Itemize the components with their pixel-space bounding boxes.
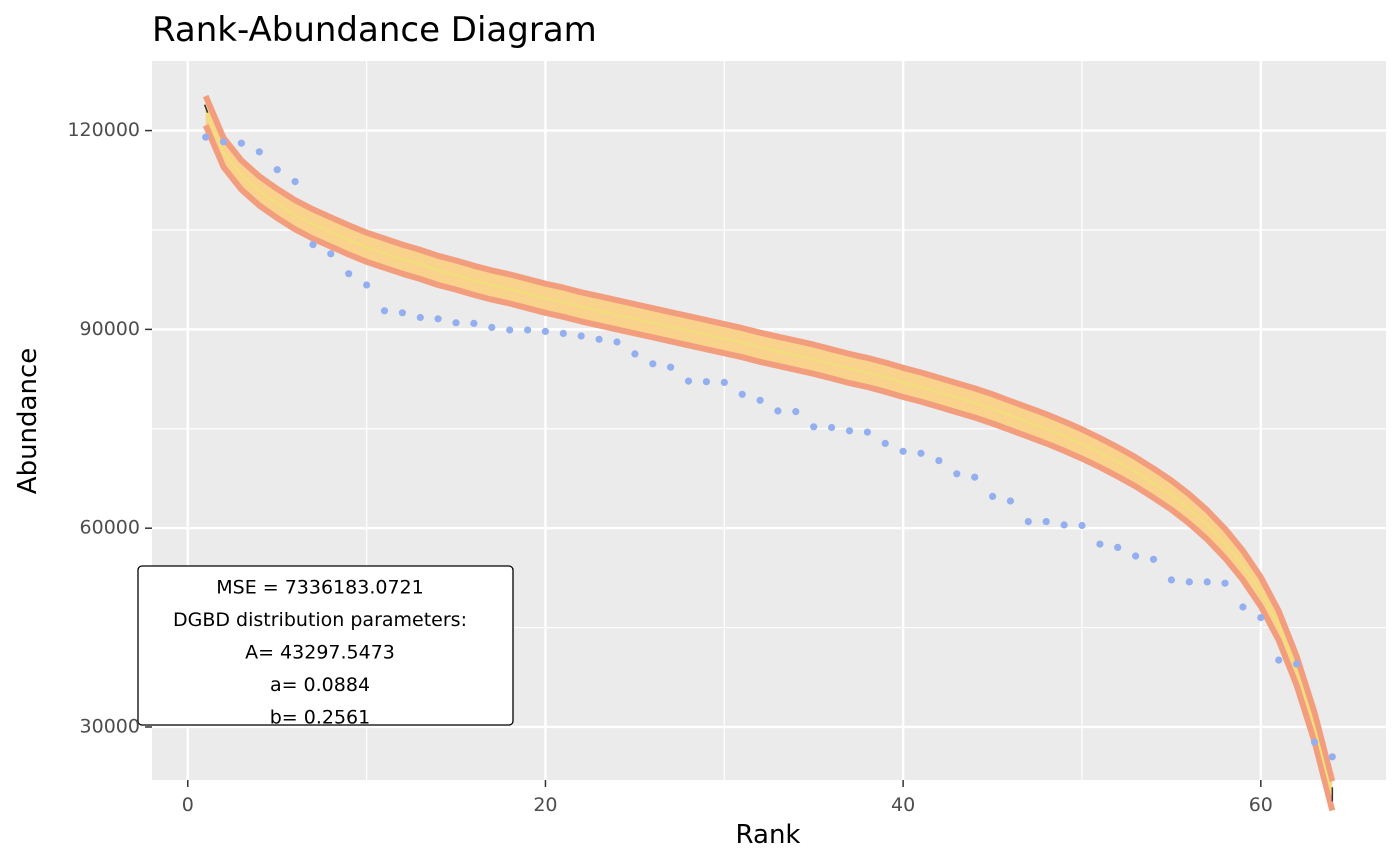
data-point bbox=[1006, 497, 1015, 505]
data-point bbox=[1132, 552, 1140, 560]
observed-points bbox=[202, 133, 1336, 761]
annotation-box bbox=[137, 565, 514, 726]
data-point bbox=[1221, 579, 1229, 587]
data-point bbox=[255, 148, 263, 156]
data-point bbox=[524, 326, 532, 334]
annotation-line: MSE = 7336183.0721 bbox=[216, 577, 423, 599]
data-point bbox=[720, 378, 728, 386]
x-tick-label: 40 bbox=[891, 794, 915, 816]
x-tick-label: 20 bbox=[533, 794, 557, 816]
data-point bbox=[577, 332, 585, 340]
fit-line bbox=[204, 110, 1334, 797]
annotation-line: DGBD distribution parameters: bbox=[173, 609, 467, 631]
data-point bbox=[434, 315, 442, 323]
data-point bbox=[1167, 576, 1175, 584]
y-axis-title: Abundance bbox=[13, 348, 43, 494]
data-point bbox=[702, 378, 711, 386]
data-point bbox=[738, 390, 746, 398]
data-point bbox=[1239, 603, 1247, 611]
data-point bbox=[1060, 521, 1068, 529]
data-point bbox=[1185, 578, 1193, 586]
data-point bbox=[613, 338, 621, 346]
annotation-line: b= 0.2561 bbox=[270, 707, 371, 729]
data-point bbox=[1257, 614, 1265, 622]
data-point bbox=[237, 139, 245, 147]
data-point bbox=[935, 457, 943, 465]
annotation-line: A= 43297.5473 bbox=[245, 642, 395, 664]
data-point bbox=[810, 423, 818, 431]
data-point bbox=[1203, 578, 1211, 586]
data-point bbox=[506, 326, 514, 334]
data-point bbox=[774, 407, 782, 415]
data-point bbox=[273, 166, 281, 174]
data-point bbox=[631, 350, 639, 358]
data-point bbox=[1114, 543, 1122, 552]
data-point bbox=[756, 396, 764, 404]
data-point bbox=[828, 423, 836, 432]
data-point bbox=[899, 447, 907, 455]
data-point bbox=[470, 319, 478, 327]
fit-start-cap bbox=[203, 104, 209, 113]
fit-annotation: MSE = 7336183.0721 DGBD distribution para… bbox=[137, 565, 514, 729]
data-point bbox=[953, 470, 961, 478]
data-point bbox=[667, 363, 675, 371]
data-point bbox=[1042, 518, 1050, 526]
data-point bbox=[1328, 753, 1336, 761]
data-point bbox=[881, 439, 889, 447]
data-point bbox=[291, 178, 299, 186]
data-point bbox=[416, 313, 424, 322]
data-point bbox=[327, 250, 335, 258]
annotation-line: a= 0.0884 bbox=[270, 674, 370, 696]
data-point bbox=[1293, 660, 1301, 668]
chart-title: Rank-Abundance Diagram bbox=[152, 10, 597, 50]
data-point bbox=[989, 492, 997, 500]
data-point bbox=[792, 408, 800, 416]
fit-band bbox=[202, 94, 1336, 812]
axis-ticks: 0 20 40 60 30000 60000 90000 120000 bbox=[67, 119, 1272, 816]
data-point bbox=[595, 335, 603, 343]
data-point bbox=[380, 307, 389, 315]
data-point bbox=[1024, 518, 1032, 526]
x-axis-title: Rank bbox=[736, 820, 801, 850]
data-point bbox=[559, 329, 567, 337]
x-tick-label: 0 bbox=[182, 794, 194, 816]
x-tick-label: 60 bbox=[1249, 794, 1273, 816]
data-point bbox=[863, 428, 872, 436]
data-point bbox=[363, 281, 371, 289]
data-point bbox=[202, 133, 210, 141]
data-point bbox=[398, 309, 406, 317]
data-point bbox=[1275, 656, 1283, 664]
data-point bbox=[452, 319, 460, 327]
data-point bbox=[845, 427, 854, 435]
data-point bbox=[917, 449, 925, 457]
y-tick-label: 30000 bbox=[80, 715, 140, 737]
data-point bbox=[309, 241, 317, 249]
data-point bbox=[649, 360, 657, 368]
data-point bbox=[1096, 540, 1104, 548]
data-point bbox=[345, 270, 353, 278]
data-point bbox=[488, 323, 496, 331]
fit-band-upper bbox=[202, 94, 1336, 783]
y-tick-label: 120000 bbox=[67, 119, 140, 141]
fit-band-lower bbox=[202, 124, 1336, 812]
data-point bbox=[541, 327, 550, 335]
fit-band-area bbox=[205, 96, 1333, 811]
data-point bbox=[684, 377, 693, 385]
y-tick-label: 60000 bbox=[80, 517, 140, 539]
y-tick-label: 90000 bbox=[80, 318, 140, 340]
data-point bbox=[1149, 555, 1158, 563]
data-point bbox=[219, 138, 228, 146]
data-point bbox=[1078, 521, 1086, 530]
data-point bbox=[1310, 738, 1319, 746]
data-point bbox=[971, 473, 979, 481]
